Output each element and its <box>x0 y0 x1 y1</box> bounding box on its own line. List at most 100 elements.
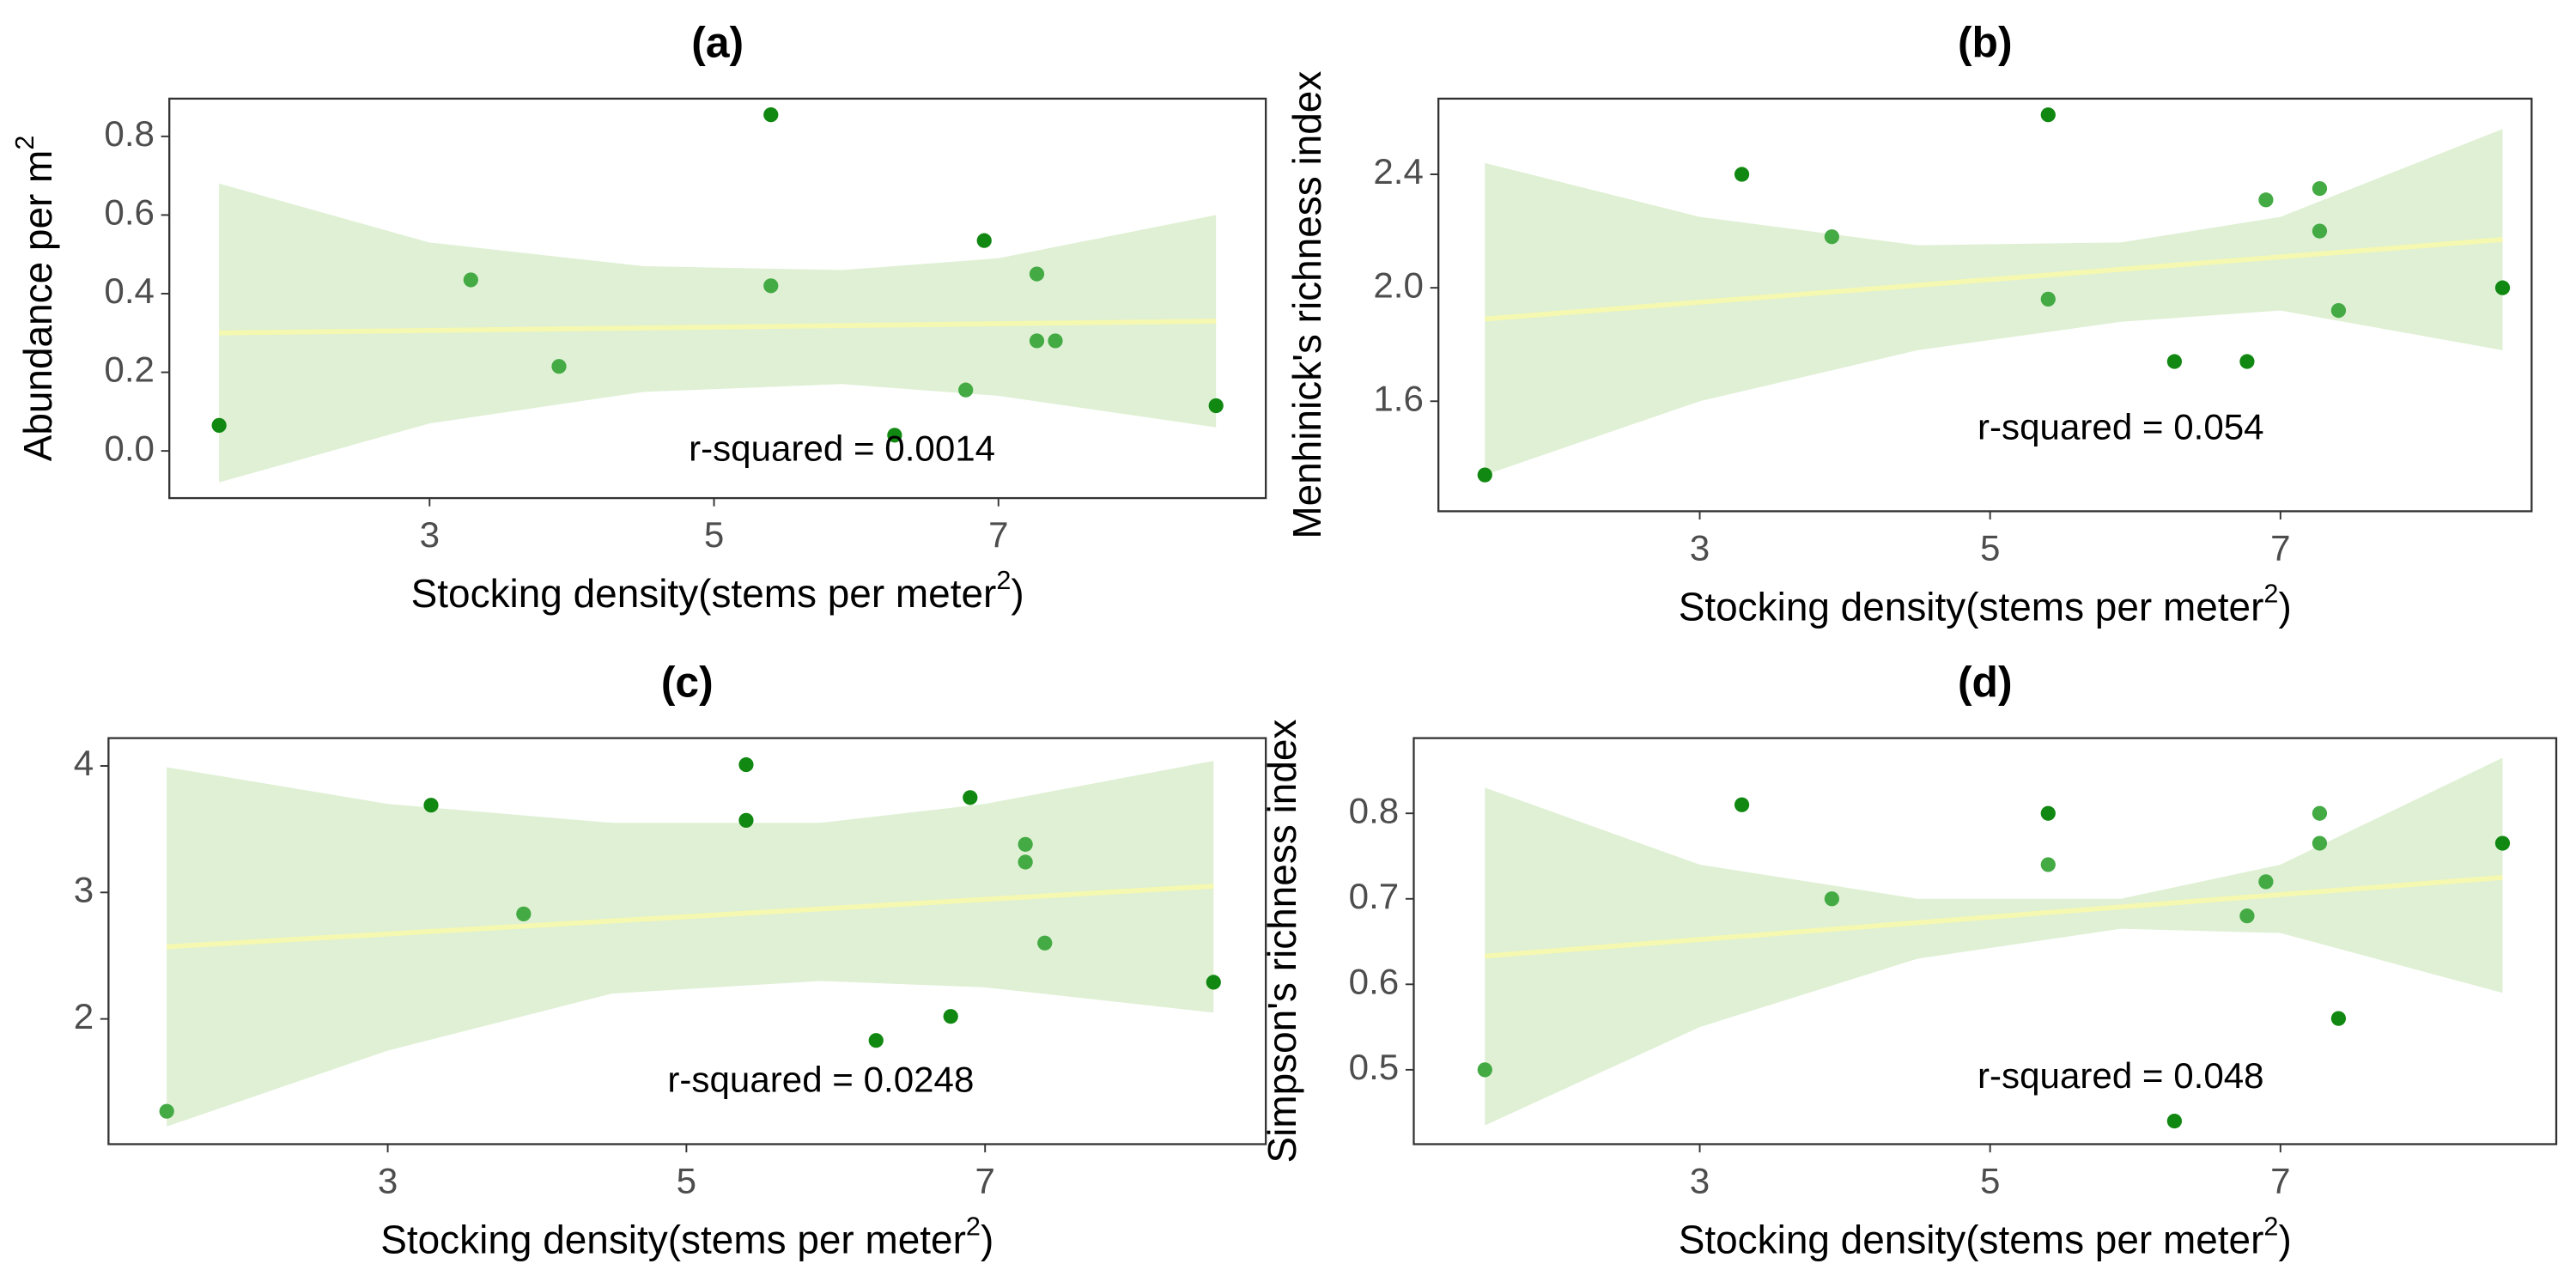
y-tick-label: 0.7 <box>1349 876 1400 916</box>
x-axis-label-part: 2 <box>2263 1212 2278 1241</box>
panel-title: (a) <box>691 19 744 67</box>
y-tick-label: 0.2 <box>104 349 155 390</box>
y-axis-label: Simpson's richness index <box>1260 720 1304 1163</box>
data-point <box>1206 975 1221 990</box>
data-point <box>1477 467 1492 483</box>
x-tick-label: 3 <box>1690 1161 1710 1201</box>
x-axis-label-part: ) <box>2278 1217 2291 1261</box>
x-tick-label: 7 <box>2270 1161 2290 1201</box>
data-point <box>887 428 902 443</box>
data-point <box>763 107 779 123</box>
plot-area <box>159 756 1221 1127</box>
panel: 3 5 7 1.6 2.0 2.4 (b) r-squared = 0.054 Stocking… <box>1285 19 2533 629</box>
x-tick-label: 3 <box>420 514 440 555</box>
y-axis-label: Menhinick's richness index <box>1285 71 1329 539</box>
fit-line <box>167 884 1214 950</box>
x-tick-label: 3 <box>378 1161 398 1201</box>
data-point <box>2330 302 2347 319</box>
data-point <box>1208 398 1224 414</box>
data-point <box>1018 836 1033 852</box>
data-point <box>1029 266 1045 282</box>
x-axis-label-part: 2 <box>2263 579 2278 608</box>
data-point <box>2040 107 2056 123</box>
data-point <box>738 812 754 828</box>
y-tick-label: 1.6 <box>1373 378 1424 418</box>
data-point <box>1734 167 1750 182</box>
confidence-band <box>1485 129 2503 476</box>
data-point <box>1037 935 1053 951</box>
data-point <box>2312 223 2328 239</box>
y-axis-label-part: Simpson's richness index <box>1260 720 1304 1163</box>
annotation: r-squared = 0.048 <box>1978 1055 2264 1096</box>
annotation: r-squared = 0.054 <box>1978 406 2264 447</box>
data-point <box>516 906 532 921</box>
data-point <box>2312 835 2328 851</box>
data-point <box>2494 835 2511 851</box>
plot-border <box>1437 97 2533 513</box>
x-tick-label: 7 <box>2270 527 2290 568</box>
annotation: r-squared = 0.0014 <box>689 428 995 468</box>
data-point <box>2312 805 2328 821</box>
y-tick-label: 0.8 <box>104 113 155 154</box>
x-axis-label-part: ) <box>1011 571 1024 616</box>
data-point <box>2166 354 2182 369</box>
data-point <box>423 798 439 813</box>
y-axis-label-part: 2 <box>10 136 39 150</box>
panel: 3 5 7 0.5 0.6 0.7 0.8 (d) r-squared = 0.048 Stock… <box>1260 658 2558 1261</box>
x-tick-label: 7 <box>975 1161 994 1201</box>
annotation: r-squared = 0.0248 <box>667 1059 974 1099</box>
x-axis-label-part: 2 <box>996 566 1011 595</box>
x-axis-label-part: 2 <box>966 1212 981 1241</box>
x-tick-label: 3 <box>1690 527 1710 568</box>
plot-area <box>211 107 1224 483</box>
confidence-band <box>219 183 1217 483</box>
y-tick-label: 0.6 <box>1349 961 1400 1001</box>
x-tick-label: 5 <box>677 1161 696 1201</box>
plot-border <box>1413 737 2558 1145</box>
fit-line <box>1485 237 2503 322</box>
panel-title: (c) <box>661 658 714 706</box>
y-axis-label: Abundance per m2 <box>10 136 60 462</box>
data-point <box>463 272 478 288</box>
data-point <box>1477 1062 1492 1078</box>
y-axis-label-part: Abundance per m <box>15 150 60 462</box>
plot-border <box>168 97 1267 500</box>
plot-area <box>1477 107 2511 483</box>
y-tick-label: 0.0 <box>104 428 155 468</box>
data-point <box>2040 291 2056 307</box>
data-point <box>2494 280 2511 295</box>
x-axis-label-part: Stocking density(stems per meter <box>380 1217 966 1261</box>
panel: 3 5 7 0.0 0.2 0.4 0.6 0.8 (a) r-squared = 0.0014 S… <box>10 19 1267 616</box>
x-axis-label: Stocking density(stems per meter2) <box>1679 579 2292 629</box>
data-point <box>1734 797 1750 812</box>
fit-line <box>219 319 1217 336</box>
data-point <box>943 1009 958 1024</box>
data-point <box>738 756 754 773</box>
y-tick-label: 4 <box>74 743 94 783</box>
confidence-band <box>1485 757 2503 1126</box>
data-point <box>2312 180 2328 197</box>
data-point <box>1048 333 1063 349</box>
data-point <box>868 1033 884 1048</box>
x-tick-label: 5 <box>704 514 724 555</box>
data-point <box>211 417 227 433</box>
data-point <box>2040 857 2056 872</box>
y-tick-label: 0.4 <box>104 270 155 311</box>
data-point <box>1824 891 1839 907</box>
data-point <box>159 1103 174 1119</box>
panel-title: (b) <box>1958 19 2013 67</box>
y-tick-label: 0.8 <box>1349 790 1400 830</box>
y-tick-label: 2.0 <box>1373 264 1424 305</box>
x-axis-label: Stocking density(stems per meter2) <box>380 1212 993 1261</box>
data-point <box>976 233 992 248</box>
fit-line <box>1485 875 2503 959</box>
data-point <box>2258 192 2274 208</box>
x-tick-label: 5 <box>1980 1161 2000 1201</box>
x-axis-label: Stocking density(stems per meter2) <box>411 566 1024 616</box>
confidence-band <box>167 761 1214 1127</box>
data-point <box>2040 805 2056 821</box>
x-tick-label: 7 <box>988 514 1008 555</box>
data-point <box>2239 354 2255 369</box>
